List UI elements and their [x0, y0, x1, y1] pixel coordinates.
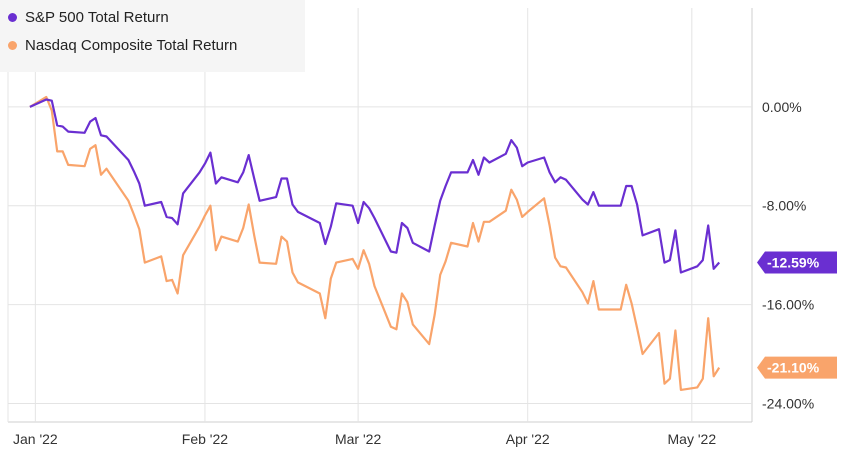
legend-marker-nasdaq [8, 41, 17, 50]
x-tick-label: May '22 [668, 431, 717, 447]
chart-series-lines [29, 95, 721, 391]
y-axis-ticks: 0.00% -8.00% -16.00% -24.00% [762, 99, 814, 412]
series-end-labels: -21.10% -12.59% [757, 251, 837, 379]
legend-item-sp500[interactable]: S&P 500 Total Return [8, 9, 169, 26]
x-tick-label: Mar '22 [335, 431, 381, 447]
y-tick-label: -16.00% [762, 297, 814, 313]
chart-grid [7, 8, 753, 423]
end-label-tag-nasdaq [757, 356, 837, 379]
y-tick-label: 0.00% [762, 99, 802, 115]
chart-legend: S&P 500 Total Return Nasdaq Composite To… [0, 0, 305, 72]
end-label-value-sp500: -12.59% [767, 254, 820, 270]
x-tick-label: Apr '22 [506, 431, 550, 447]
y-tick-label: -24.00% [762, 395, 814, 411]
end-label-tag-sp500 [757, 251, 837, 274]
x-tick-label: Jan '22 [13, 431, 58, 447]
series-line-sp500 [29, 98, 721, 274]
x-axis-ticks: Jan '22 Feb '22 Mar '22 Apr '22 May '22 [13, 431, 716, 447]
x-tick-label: Feb '22 [182, 431, 228, 447]
end-label-value-nasdaq: -21.10% [767, 360, 820, 376]
legend-item-nasdaq[interactable]: Nasdaq Composite Total Return [8, 37, 237, 54]
series-line-nasdaq [29, 95, 721, 391]
legend-label-sp500: S&P 500 Total Return [25, 9, 169, 26]
legend-label-nasdaq: Nasdaq Composite Total Return [25, 37, 238, 54]
y-tick-label: -8.00% [762, 198, 806, 214]
legend-marker-sp500 [8, 13, 17, 22]
